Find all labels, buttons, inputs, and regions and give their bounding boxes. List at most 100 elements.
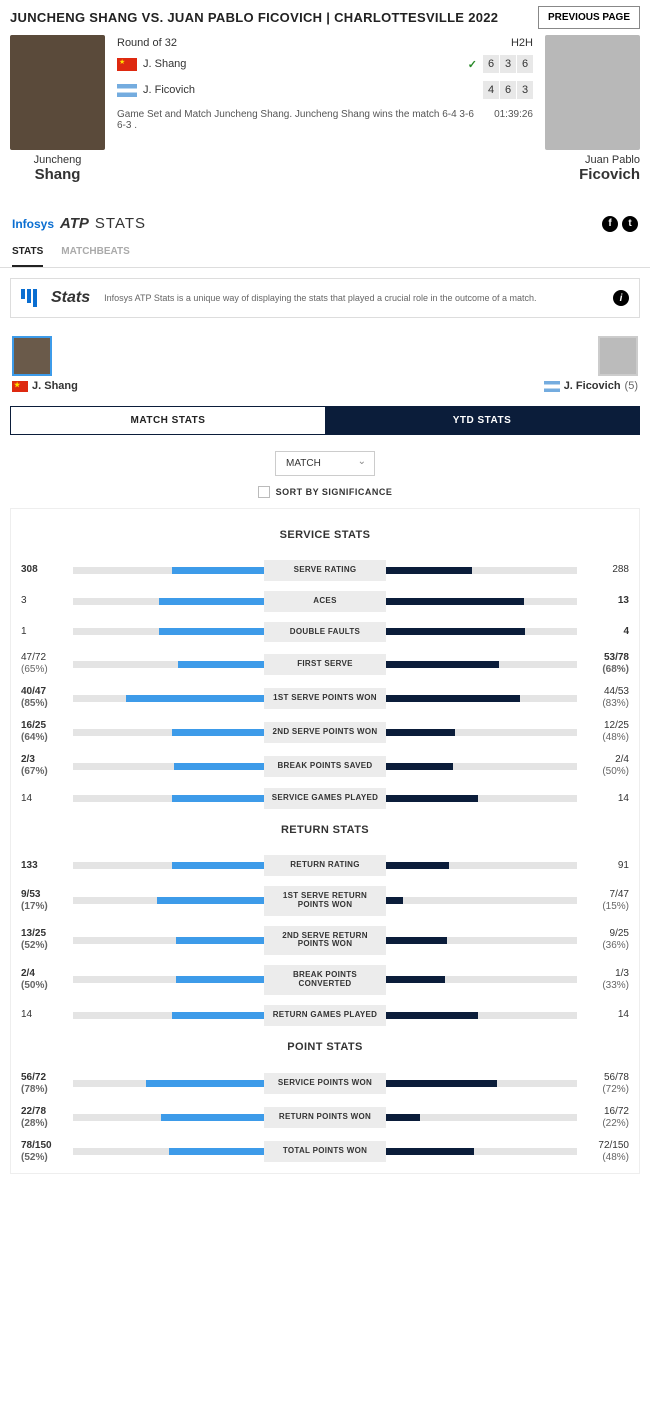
- stat-label: 2ND SERVE POINTS WON: [264, 722, 386, 743]
- player2-last-name: Ficovich: [579, 166, 640, 183]
- stat-row: 78/150(52%)TOTAL POINTS WON72/150(48%): [11, 1135, 639, 1169]
- stat-row: 14RETURN GAMES PLAYED14: [11, 1000, 639, 1031]
- stat-left-value: 2/3(67%): [21, 754, 67, 778]
- stat-left-value: 14: [21, 1009, 67, 1021]
- stat-right-value: 16/72(22%): [583, 1106, 629, 1130]
- info-icon[interactable]: i: [613, 290, 629, 306]
- stat-bars: SERVE RATING: [73, 560, 577, 581]
- tab-stats[interactable]: STATS: [12, 238, 43, 267]
- stats-group-title: RETURN STATS: [11, 814, 639, 850]
- sort-significance-checkbox[interactable]: [258, 486, 270, 498]
- stat-right-value: 91: [583, 860, 629, 872]
- score-p2-name: J. Ficovich: [143, 84, 477, 96]
- toggle-match-stats[interactable]: MATCH STATS: [11, 407, 325, 434]
- stat-label: FIRST SERVE: [264, 654, 386, 675]
- stat-left-value: 9/53(17%): [21, 889, 67, 913]
- stat-label: RETURN POINTS WON: [264, 1107, 386, 1128]
- stat-right-value: 2/4(50%): [583, 754, 629, 778]
- stat-left-value: 47/72(65%): [21, 652, 67, 676]
- stat-label: 1ST SERVE RETURN POINTS WON: [264, 886, 386, 916]
- player1-first-name: Juncheng: [34, 154, 82, 166]
- stat-right-value: 14: [583, 793, 629, 805]
- stat-label: 1ST SERVE POINTS WON: [264, 688, 386, 709]
- stat-bars: 1ST SERVE POINTS WON: [73, 688, 577, 709]
- sort-significance-label: SORT BY SIGNIFICANCE: [276, 487, 393, 497]
- stat-row: 308 SERVE RATING 288: [11, 555, 639, 586]
- compare-p2-name: J. Ficovich: [564, 380, 621, 392]
- flag-ar-icon: [117, 84, 137, 97]
- stat-label: 2ND SERVE RETURN POINTS WON: [264, 926, 386, 956]
- stats-group-title: SERVICE STATS: [11, 519, 639, 555]
- stat-label: SERVE RATING: [264, 560, 386, 581]
- stat-label: SERVICE GAMES PLAYED: [264, 788, 386, 809]
- stat-right-value: 72/150(48%): [583, 1140, 629, 1164]
- set-score-cell: 6: [517, 55, 533, 73]
- stat-left-value: 40/47(85%): [21, 686, 67, 710]
- flag-ar-icon: [544, 381, 560, 392]
- p1-thumbnail[interactable]: [12, 336, 52, 376]
- player2-card: Juan Pablo Ficovich: [545, 35, 640, 183]
- stat-label: TOTAL POINTS WON: [264, 1141, 386, 1162]
- stat-bars: TOTAL POINTS WON: [73, 1141, 577, 1162]
- compare-p1-name: J. Shang: [32, 380, 78, 392]
- stat-right-value: 13: [583, 595, 629, 607]
- toggle-ytd-stats[interactable]: YTD STATS: [325, 407, 639, 434]
- player2-photo: [545, 35, 640, 150]
- stat-label: RETURN RATING: [264, 855, 386, 876]
- stat-left-value: 308: [21, 564, 67, 576]
- banner-stats-logo: Stats: [51, 289, 90, 307]
- stat-bars: SERVICE POINTS WON: [73, 1073, 577, 1094]
- stat-right-value: 53/78(68%): [583, 652, 629, 676]
- stat-right-value: 1/3(33%): [583, 968, 629, 992]
- flag-cn-icon: [117, 58, 137, 71]
- stat-bars: DOUBLE FAULTS: [73, 622, 577, 643]
- score-line-p2: J. Ficovich 463: [113, 77, 537, 103]
- stat-left-value: 22/78(28%): [21, 1106, 67, 1130]
- set-score-cell: 3: [500, 55, 516, 73]
- score-p1-name: J. Shang: [143, 58, 462, 70]
- facebook-icon[interactable]: f: [602, 216, 618, 232]
- player1-card: Juncheng Shang: [10, 35, 105, 183]
- stat-left-value: 14: [21, 793, 67, 805]
- stat-label: RETURN GAMES PLAYED: [264, 1005, 386, 1026]
- stat-bars: SERVICE GAMES PLAYED: [73, 788, 577, 809]
- stat-row: 2/3(67%) BREAK POINTS SAVED 2/4(50%): [11, 749, 639, 783]
- scope-dropdown[interactable]: MATCH: [275, 451, 375, 476]
- stat-row: 1DOUBLE FAULTS4: [11, 617, 639, 648]
- p2-thumbnail[interactable]: [598, 336, 638, 376]
- winner-check-icon: ✓: [468, 58, 477, 71]
- stat-right-value: 44/53(83%): [583, 686, 629, 710]
- stat-label: BREAK POINTS SAVED: [264, 756, 386, 777]
- atp-text: ATP: [60, 215, 89, 232]
- player2-first-name: Juan Pablo: [585, 154, 640, 166]
- set-score-cell: 6: [500, 81, 516, 99]
- p1-set-scores: 636: [483, 55, 533, 73]
- h2h-link[interactable]: H2H: [511, 37, 533, 49]
- compare-p2: J. Ficovich (5): [544, 336, 638, 392]
- stat-bars: BREAK POINTS SAVED: [73, 756, 577, 777]
- previous-page-button[interactable]: PREVIOUS PAGE: [538, 6, 640, 29]
- scoreboard: Round of 32 H2H J. Shang ✓ 636 J. Ficovi…: [113, 35, 537, 131]
- stat-right-value: 4: [583, 626, 629, 638]
- stat-label: ACES: [264, 591, 386, 612]
- stat-left-value: 2/4(50%): [21, 968, 67, 992]
- stat-row: 56/72(78%)SERVICE POINTS WON56/78(72%): [11, 1067, 639, 1101]
- tab-matchbeats[interactable]: MATCHBEATS: [61, 238, 130, 267]
- stat-right-value: 9/25(36%): [583, 928, 629, 952]
- stat-bars: 1ST SERVE RETURN POINTS WON: [73, 886, 577, 916]
- brand-logo: Infosys ATP STATS: [12, 215, 146, 232]
- compare-p1: J. Shang: [12, 336, 78, 392]
- stat-bars: RETURN POINTS WON: [73, 1107, 577, 1128]
- stat-row: 2/4(50%)BREAK POINTS CONVERTED1/3(33%): [11, 960, 639, 1000]
- set-score-cell: 3: [517, 81, 533, 99]
- stat-bars: RETURN GAMES PLAYED: [73, 1005, 577, 1026]
- stat-label: SERVICE POINTS WON: [264, 1073, 386, 1094]
- stat-bars: BREAK POINTS CONVERTED: [73, 965, 577, 995]
- twitter-icon[interactable]: t: [622, 216, 638, 232]
- stat-bars: FIRST SERVE: [73, 654, 577, 675]
- stat-row: 9/53(17%)1ST SERVE RETURN POINTS WON7/47…: [11, 881, 639, 921]
- player1-photo: [10, 35, 105, 150]
- banner-description: Infosys ATP Stats is a unique way of dis…: [104, 293, 599, 303]
- score-line-p1: J. Shang ✓ 636: [113, 51, 537, 77]
- stat-right-value: 288: [583, 564, 629, 576]
